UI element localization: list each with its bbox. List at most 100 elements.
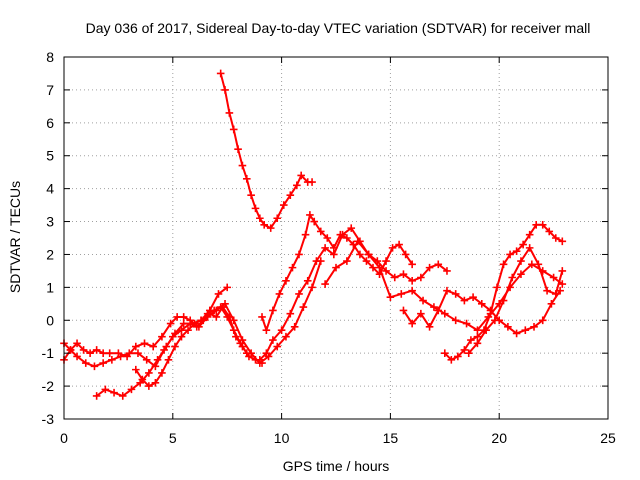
data-point — [310, 217, 319, 226]
data-point — [138, 375, 147, 384]
data-point — [229, 125, 238, 134]
data-point — [395, 240, 403, 249]
data-point — [417, 273, 425, 282]
data-point — [338, 230, 347, 239]
data-point — [282, 332, 290, 341]
data-point — [295, 250, 303, 259]
data-point — [330, 250, 338, 259]
data-point — [467, 336, 475, 344]
y-tick-label: 1 — [46, 279, 54, 295]
y-tick-label: 3 — [46, 214, 54, 230]
data-point — [506, 250, 514, 259]
data-point — [134, 349, 142, 357]
data-point — [214, 290, 223, 298]
data-point — [477, 300, 486, 308]
data-point — [73, 352, 81, 361]
data-point — [92, 392, 101, 400]
plot-area — [60, 69, 567, 400]
data-point — [166, 319, 175, 328]
data-point — [81, 359, 90, 367]
data-point — [258, 313, 266, 321]
data-point — [269, 336, 277, 344]
data-point — [332, 263, 340, 272]
data-point — [512, 329, 521, 338]
data-point — [242, 349, 251, 357]
data-point — [162, 342, 171, 351]
data-point — [532, 221, 540, 229]
data-point — [195, 323, 203, 331]
data-point — [369, 263, 377, 272]
chart-title: Day 036 of 2017, Sidereal Day-to-day VTE… — [86, 20, 591, 36]
data-point — [443, 267, 451, 275]
data-point — [386, 293, 395, 302]
x-tick-label: 15 — [383, 430, 399, 446]
data-point — [303, 276, 312, 285]
data-point — [556, 286, 564, 295]
data-point — [216, 69, 225, 78]
data-point — [549, 273, 558, 282]
data-point — [408, 319, 416, 328]
data-point — [171, 342, 179, 351]
series-track-7 — [256, 224, 451, 364]
data-point — [491, 316, 499, 325]
data-point — [110, 388, 118, 397]
data-point — [288, 263, 297, 272]
data-point — [301, 230, 310, 239]
data-point — [499, 296, 508, 305]
data-point — [558, 280, 567, 288]
data-point — [430, 303, 438, 311]
data-point — [140, 339, 149, 348]
data-point — [92, 346, 101, 354]
data-point — [290, 323, 299, 331]
data-point — [266, 224, 275, 232]
data-point — [212, 313, 221, 321]
data-point — [221, 300, 229, 308]
data-point — [534, 260, 543, 269]
data-point — [108, 355, 116, 364]
data-point — [279, 201, 288, 209]
data-point — [408, 286, 416, 295]
data-point — [73, 339, 81, 348]
data-point — [177, 326, 186, 334]
data-point — [151, 379, 160, 387]
data-point — [234, 145, 242, 153]
y-tick-label: 4 — [46, 181, 54, 197]
data-point — [451, 316, 460, 325]
data-point — [229, 316, 238, 325]
data-point — [197, 316, 205, 325]
data-point — [390, 273, 399, 282]
data-point — [486, 309, 495, 318]
data-point — [397, 290, 406, 298]
data-point — [417, 309, 425, 318]
data-point — [293, 181, 301, 190]
data-point — [469, 293, 477, 302]
data-point — [447, 355, 456, 364]
data-point — [353, 237, 362, 246]
data-point — [308, 178, 316, 186]
data-point — [375, 263, 384, 272]
series-track-5 — [132, 303, 251, 390]
data-point — [347, 224, 356, 232]
y-tick-label: 5 — [46, 148, 54, 164]
data-point — [203, 309, 212, 318]
plot-frame — [63, 56, 609, 420]
y-tick-label: 0 — [46, 312, 54, 328]
data-point — [528, 260, 536, 269]
data-point — [362, 257, 371, 265]
data-point — [277, 326, 286, 334]
data-point — [558, 237, 567, 246]
data-point — [451, 290, 460, 298]
data-point — [66, 346, 75, 354]
data-point — [173, 313, 181, 321]
data-point — [306, 211, 314, 219]
data-point — [153, 355, 162, 364]
series-track-8 — [321, 237, 567, 334]
y-tick-label: -2 — [42, 378, 55, 394]
data-point — [464, 349, 473, 357]
data-point — [260, 221, 268, 229]
data-point — [399, 270, 408, 278]
x-tick-label: 0 — [60, 430, 68, 446]
series-track-1 — [216, 69, 316, 232]
